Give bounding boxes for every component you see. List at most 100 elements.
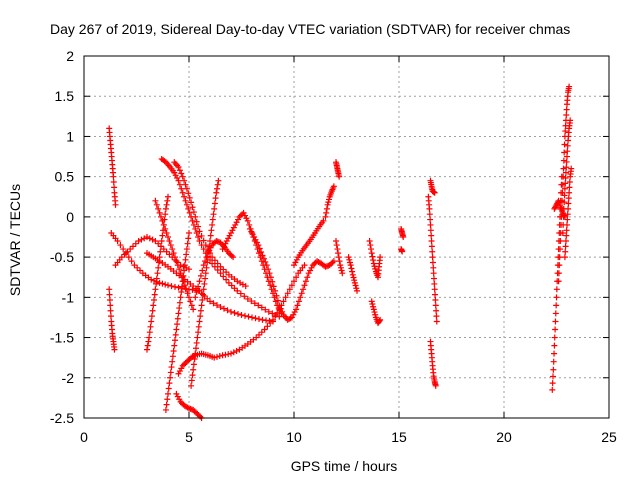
data-point — [368, 250, 375, 257]
data-point — [153, 280, 160, 287]
data-point — [207, 298, 213, 305]
data-point — [182, 181, 189, 188]
data-point — [279, 308, 286, 315]
data-point — [324, 201, 331, 208]
data-point — [334, 246, 341, 253]
data-point — [260, 255, 267, 262]
data-point — [255, 302, 262, 309]
data-point — [217, 303, 224, 310]
data-point — [347, 259, 353, 266]
data-point — [165, 193, 171, 200]
data-point — [270, 283, 277, 290]
data-point — [353, 285, 360, 292]
x-tick-label: 0 — [80, 429, 88, 445]
plot-frame — [83, 55, 610, 419]
data-point — [164, 396, 171, 403]
data-point — [272, 313, 279, 320]
data-point — [135, 238, 142, 245]
data-point — [244, 217, 251, 224]
data-point — [148, 313, 155, 320]
data-point — [195, 329, 202, 336]
data-point — [176, 266, 183, 273]
data-point — [190, 221, 197, 228]
data-point — [561, 254, 568, 261]
data-point — [186, 266, 192, 273]
data-point — [160, 246, 167, 253]
data-point — [162, 211, 169, 218]
data-point — [192, 294, 199, 301]
data-point — [251, 300, 258, 307]
data-point — [565, 205, 572, 212]
data-point — [183, 185, 190, 192]
data-point — [176, 305, 183, 312]
data-point — [563, 164, 570, 171]
y-tick-label: -2 — [62, 370, 75, 386]
data-point — [185, 190, 192, 197]
data-point — [153, 275, 160, 282]
data-point — [300, 286, 307, 293]
data-point — [267, 320, 274, 327]
data-point — [230, 254, 237, 261]
data-point — [549, 380, 556, 387]
data-point — [166, 380, 173, 387]
data-point — [185, 235, 192, 242]
data-point — [151, 291, 158, 298]
data-point — [431, 189, 438, 196]
series-arc-10 — [162, 229, 192, 413]
series-arc-32 — [559, 117, 574, 236]
data-point — [132, 240, 139, 247]
data-point — [561, 141, 568, 148]
data-point — [246, 221, 253, 228]
data-point — [107, 307, 114, 314]
data-point — [429, 259, 436, 266]
data-point — [204, 295, 211, 302]
data-point — [351, 277, 358, 284]
data-point — [156, 209, 163, 216]
data-point — [161, 216, 168, 223]
data-point — [564, 142, 571, 149]
data-point — [295, 298, 302, 305]
data-point — [174, 262, 181, 269]
data-point — [186, 229, 192, 236]
data-point — [130, 243, 136, 250]
data-point — [181, 177, 188, 184]
data-point — [193, 345, 199, 352]
data-marks — [106, 83, 575, 421]
data-point — [197, 313, 204, 320]
data-point — [178, 288, 185, 295]
data-point — [562, 128, 569, 135]
series-arc-16 — [246, 225, 337, 323]
data-point — [235, 310, 241, 317]
data-point — [555, 270, 562, 277]
x-axis-label: GPS time / hours — [291, 458, 398, 474]
data-point — [193, 218, 200, 225]
data-point — [190, 361, 197, 368]
data-point — [209, 216, 216, 223]
data-point — [196, 278, 203, 285]
data-point — [138, 236, 145, 243]
data-point — [193, 288, 200, 295]
data-point — [432, 302, 439, 309]
data-point — [197, 307, 204, 314]
data-point — [188, 199, 195, 206]
series-arc-33 — [561, 165, 575, 261]
data-point — [265, 266, 272, 273]
data-point — [128, 258, 135, 265]
data-point — [265, 308, 272, 315]
data-point — [176, 181, 183, 188]
data-point — [120, 246, 127, 253]
data-point — [169, 246, 176, 253]
data-point — [190, 366, 197, 373]
data-point — [205, 248, 212, 255]
data-point — [169, 358, 176, 365]
series-arc-5 — [158, 155, 283, 320]
data-point — [336, 173, 343, 180]
x-tick-label: 25 — [601, 429, 617, 445]
data-point — [551, 342, 558, 349]
data-point — [179, 283, 185, 290]
y-tick-label: -1.5 — [50, 330, 74, 346]
data-point — [190, 209, 197, 216]
y-tick-label: 1 — [66, 128, 74, 144]
data-point — [225, 279, 232, 286]
